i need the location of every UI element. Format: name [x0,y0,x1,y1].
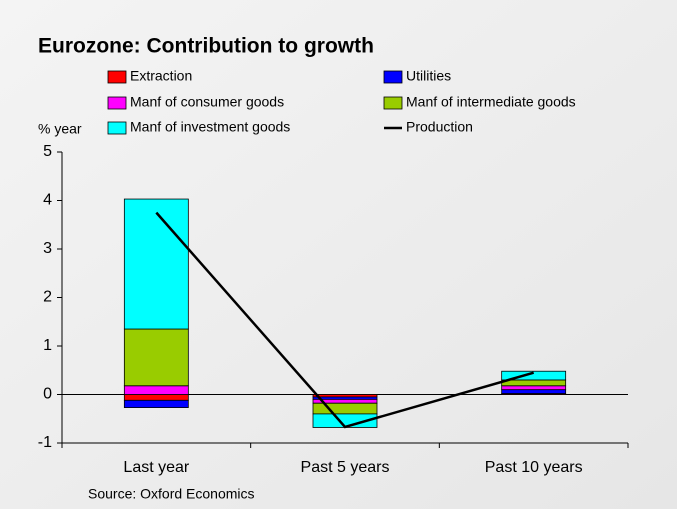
legend-label: Extraction [130,68,192,84]
legend-swatch [107,96,127,110]
legend-swatch [383,96,403,110]
legend-label: Manf of consumer goods [130,94,284,110]
bar-segment [123,385,189,395]
x-tick-label: Past 5 years [301,459,390,476]
legend-swatch [107,121,127,135]
bar-segment [501,385,567,391]
legend-label: Production [406,119,473,135]
x-tick-label: Last year [123,459,189,476]
legend-label: Manf of investment goods [130,119,290,135]
bar-segment [312,402,378,415]
y-tick-label: 2 [43,289,52,306]
legend-swatch [107,70,127,84]
y-tick-label: 1 [43,337,52,354]
bar-segment [501,389,567,394]
y-tick-label: 3 [43,240,52,257]
bar-segment [501,379,567,387]
x-tick-label: Past 10 years [485,459,583,476]
bar-segment [123,399,189,408]
chart-title: Eurozone: Contribution to growth [38,35,374,58]
bar-segment [123,328,189,387]
legend-label: Utilities [406,68,451,84]
y-axis-label: % year [38,121,82,137]
y-tick-label: 4 [43,192,52,209]
y-tick-label: -1 [38,434,52,451]
bar-segment [123,394,189,401]
production-line [155,211,535,429]
legend-swatch [383,70,403,84]
y-tick-label: 0 [43,386,52,403]
y-tick-label: 5 [43,143,52,160]
bar-segment [123,198,189,330]
legend-label: Manf of intermediate goods [406,94,576,110]
source: Source: Oxford Economics [88,486,255,502]
bar-segment [501,370,567,381]
